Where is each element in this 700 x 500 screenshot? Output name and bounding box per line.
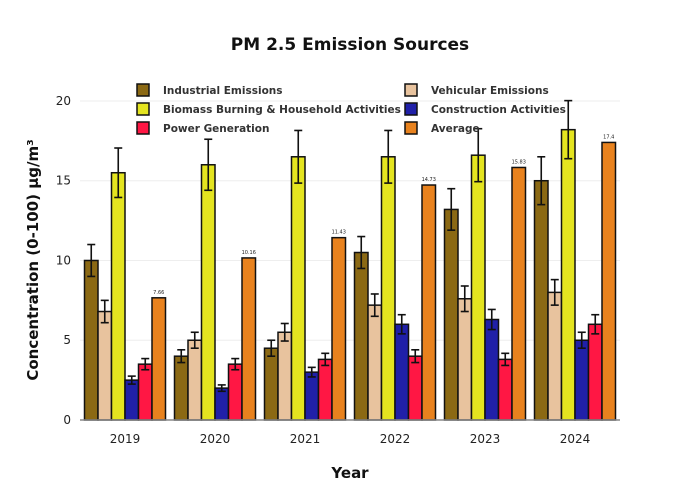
bar [421, 184, 437, 421]
bar-value-label: 15.83 [512, 159, 526, 165]
bar [407, 355, 423, 421]
bar [97, 310, 113, 421]
legend-label: Average [431, 123, 480, 135]
legend-label: Power Generation [163, 123, 269, 135]
bar [263, 347, 279, 421]
bar [110, 171, 126, 421]
x-tick-label: 2019 [110, 432, 141, 446]
bar [187, 339, 203, 421]
bar [484, 318, 500, 421]
bar [547, 291, 563, 421]
legend-swatch [136, 83, 150, 97]
bar [457, 298, 473, 421]
bar [137, 363, 153, 421]
bar [470, 154, 486, 421]
bar [443, 208, 459, 421]
y-tick-label: 10 [56, 253, 71, 267]
legend-label: Industrial Emissions [163, 85, 283, 97]
x-tick-label: 2022 [380, 432, 411, 446]
bar-value-label: 10.16 [242, 250, 256, 256]
bar [304, 371, 320, 421]
bar-value-label: 17.4 [603, 134, 614, 140]
bars-layer: 7.66 10.16 11.43 14.73 15.83 17.4 [83, 99, 617, 421]
bar [574, 339, 590, 421]
chart-title: PM 2.5 Emission Sources [231, 35, 469, 55]
legend: Industrial Emissions Vehicular Emissions B… [136, 83, 566, 135]
legend-swatch [136, 121, 150, 135]
bar [277, 331, 293, 421]
legend-label: Construction Activities [431, 104, 566, 116]
bar [367, 304, 383, 421]
legend-swatch [136, 102, 150, 116]
bar [353, 251, 369, 421]
legend-swatch [404, 121, 418, 135]
bar [560, 128, 576, 421]
bar [241, 257, 257, 421]
bar [497, 358, 513, 421]
bar-value-label: 7.66 [153, 290, 164, 296]
x-tick-label: 2021 [290, 432, 321, 446]
grid-layer [80, 100, 620, 341]
y-tick-label: 20 [56, 94, 71, 108]
bar [200, 164, 216, 421]
bar [290, 156, 306, 421]
bar [331, 236, 347, 421]
legend-swatch [404, 83, 418, 97]
bar [214, 387, 230, 421]
bar [83, 259, 99, 421]
bar [173, 355, 189, 421]
legend-label: Biomass Burning & Household Activities [163, 104, 401, 116]
x-axis-title: Year [330, 464, 369, 482]
bar [601, 141, 617, 421]
bar [124, 379, 140, 421]
legend-swatch [404, 102, 418, 116]
bar [394, 323, 410, 421]
x-tick-label: 2024 [560, 432, 591, 446]
x-tick-label: 2023 [470, 432, 501, 446]
y-tick-label: 0 [63, 413, 71, 427]
bar [380, 156, 396, 421]
bar [227, 363, 243, 421]
y-axis-title: Concentration (0-100) µg/m³ [24, 139, 42, 380]
y-tick-label: 5 [63, 333, 71, 347]
bar [151, 297, 167, 421]
legend-label: Vehicular Emissions [431, 85, 549, 97]
axis-layer: 0 5 10 15 20 2019 2020 2021 2022 2023 2024 [56, 94, 620, 446]
bar-value-label: 14.73 [422, 177, 436, 183]
bar-value-label: 11.43 [332, 230, 346, 236]
bar [587, 323, 603, 421]
bar [533, 179, 549, 421]
y-tick-label: 15 [56, 174, 71, 188]
x-tick-label: 2020 [200, 432, 231, 446]
bar [511, 166, 527, 421]
bar [317, 358, 333, 421]
